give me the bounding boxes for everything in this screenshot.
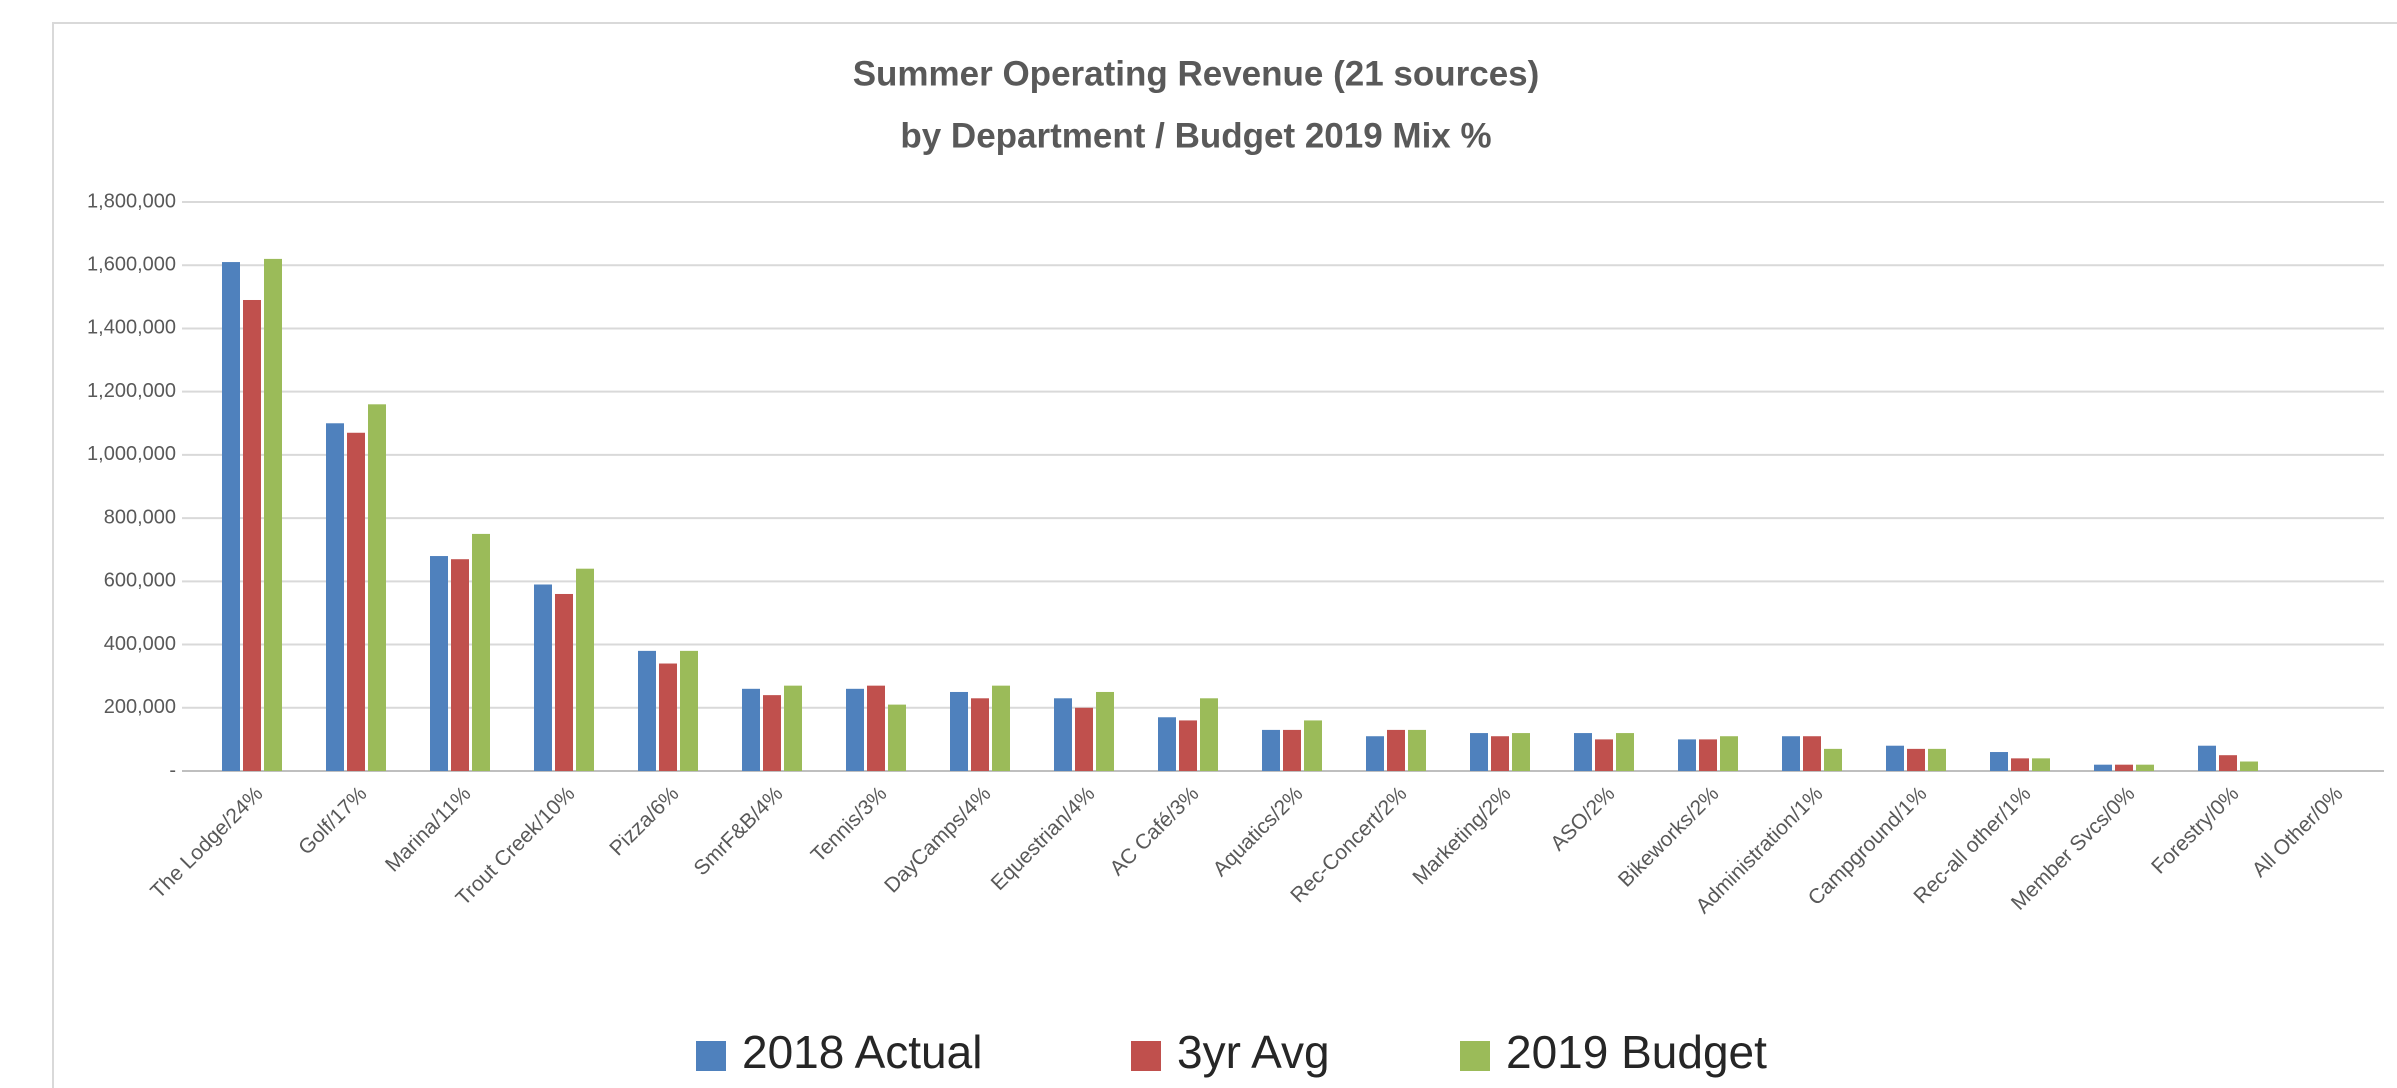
bar xyxy=(1824,748,1842,771)
bar xyxy=(971,698,989,771)
x-tick-label: Forestry/0% xyxy=(2147,782,2243,878)
x-tick-label: Bikeworks/2% xyxy=(1614,782,1724,892)
legend-label: 2018 Actual xyxy=(742,1026,982,1078)
bar xyxy=(2011,758,2029,771)
bar xyxy=(1928,748,1946,771)
bar xyxy=(659,663,677,771)
bar xyxy=(576,568,594,771)
bar xyxy=(1990,752,2008,771)
bar xyxy=(992,685,1010,771)
bar xyxy=(1678,739,1696,771)
bar xyxy=(742,688,760,771)
bar xyxy=(1782,736,1800,771)
bar xyxy=(1720,736,1738,771)
y-tick-label: 1,600,000 xyxy=(87,254,176,276)
y-tick-label: 800,000 xyxy=(104,506,176,528)
x-tick-label: Marina/11% xyxy=(381,782,475,876)
x-tick-label: Rec-Concert/2% xyxy=(1286,782,1411,907)
bar xyxy=(326,423,344,771)
bar xyxy=(1616,733,1634,771)
bar xyxy=(1886,745,1904,771)
bar xyxy=(1387,729,1405,771)
bar xyxy=(368,404,386,771)
x-tick-label: Aquatics/2% xyxy=(1209,782,1308,881)
bar xyxy=(867,685,885,771)
bar xyxy=(2136,764,2154,771)
bar xyxy=(1595,739,1613,771)
bar xyxy=(2198,745,2216,771)
bar xyxy=(1054,698,1072,771)
bar xyxy=(222,262,240,771)
x-tick-label: DayCamps/4% xyxy=(880,782,995,897)
bar xyxy=(1096,691,1114,771)
legend-swatch xyxy=(1131,1041,1161,1071)
bar xyxy=(950,691,968,771)
x-tick-label: Marketing/2% xyxy=(1408,782,1515,889)
bar xyxy=(451,559,469,771)
bar xyxy=(2032,758,2050,771)
y-tick-label: 1,400,000 xyxy=(87,317,176,339)
legend-swatch xyxy=(1460,1041,1490,1071)
bar xyxy=(2240,761,2258,771)
y-tick-label: - xyxy=(169,759,176,781)
y-tick-label: 200,000 xyxy=(104,696,176,718)
bar xyxy=(2219,755,2237,771)
bar xyxy=(243,299,261,771)
bar xyxy=(784,685,802,771)
bar xyxy=(1179,720,1197,771)
legend-swatch xyxy=(696,1041,726,1071)
bar xyxy=(2115,764,2133,771)
bar xyxy=(347,432,365,771)
chart-title: Summer Operating Revenue (21 sources) xyxy=(853,54,1540,93)
chart-frame xyxy=(52,22,2397,1088)
x-tick-label: Pizza/6% xyxy=(605,782,683,860)
bar xyxy=(555,593,573,771)
bar xyxy=(1491,736,1509,771)
legend-label: 2019 Budget xyxy=(1506,1026,1767,1078)
bar xyxy=(888,704,906,771)
y-tick-label: 600,000 xyxy=(104,570,176,592)
x-tick-label: Tennis/3% xyxy=(807,782,892,867)
bar xyxy=(1907,748,1925,771)
y-tick-label: 1,200,000 xyxy=(87,380,176,402)
bar xyxy=(264,258,282,771)
bar xyxy=(1512,733,1530,771)
x-tick-label: Equestrian/4% xyxy=(987,782,1100,895)
bar xyxy=(534,584,552,771)
bar xyxy=(1283,729,1301,771)
x-tick-label: AC Café/3% xyxy=(1105,782,1203,880)
bar xyxy=(1304,720,1322,771)
bar xyxy=(1699,739,1717,771)
bar xyxy=(638,650,656,771)
bar xyxy=(1470,733,1488,771)
bar xyxy=(1408,729,1426,771)
bar xyxy=(1158,717,1176,771)
legend-label: 3yr Avg xyxy=(1177,1026,1330,1078)
x-tick-label: SmrF&B/4% xyxy=(690,782,788,880)
x-tick-label: The Lodge/24% xyxy=(146,782,267,903)
bar xyxy=(1075,707,1093,771)
bar xyxy=(846,688,864,771)
y-tick-label: 400,000 xyxy=(104,633,176,655)
bar xyxy=(1262,729,1280,771)
bar xyxy=(1574,733,1592,771)
bar xyxy=(1366,736,1384,771)
y-tick-label: 1,000,000 xyxy=(87,443,176,465)
y-tick-label: 1,800,000 xyxy=(87,190,176,212)
bar xyxy=(472,533,490,771)
bar xyxy=(430,556,448,771)
bar xyxy=(1803,736,1821,771)
x-tick-label: ASO/2% xyxy=(1546,782,1619,855)
chart-subtitle: by Department / Budget 2019 Mix % xyxy=(900,116,1491,155)
bar xyxy=(763,695,781,771)
x-tick-label: All Other/0% xyxy=(2248,782,2348,882)
bar xyxy=(1200,698,1218,771)
bar xyxy=(2094,764,2112,771)
bar xyxy=(680,650,698,771)
x-tick-label: Golf/17% xyxy=(294,782,371,859)
